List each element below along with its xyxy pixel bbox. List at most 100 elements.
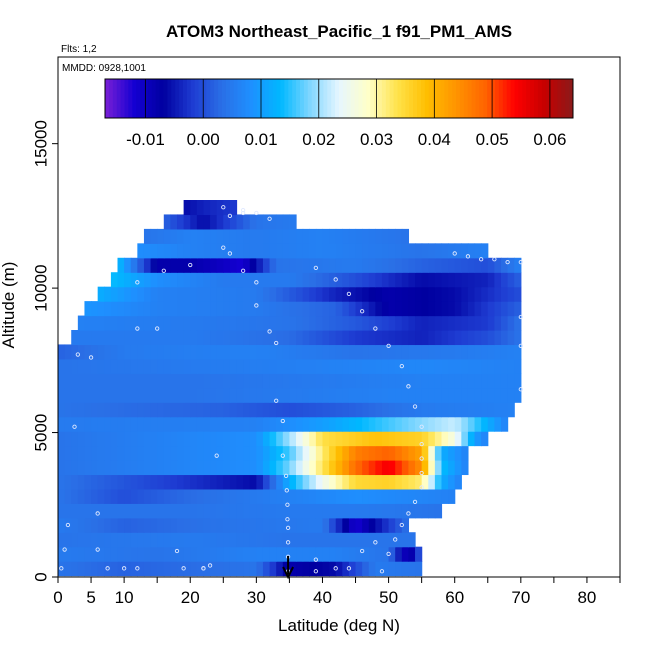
heatmap-cell [315, 503, 324, 519]
heatmap-cell [276, 214, 284, 230]
heatmap-cell [150, 344, 158, 360]
heatmap-cell [216, 358, 224, 374]
heatmap-cell [500, 315, 509, 331]
heatmap-cell [58, 517, 66, 533]
heatmap-cell [210, 431, 218, 447]
heatmap-cell [58, 503, 66, 519]
heatmap-cell [170, 488, 178, 504]
heatmap-cell [362, 243, 370, 259]
heatmap-cell [84, 445, 92, 461]
heatmap-cell [91, 431, 99, 447]
heatmap-cell [388, 416, 396, 432]
heatmap-cell [163, 503, 171, 519]
heatmap-cell [434, 488, 443, 504]
heatmap-cell [329, 272, 337, 288]
heatmap-cell [276, 243, 284, 259]
altitude-band [58, 474, 462, 490]
track-point [452, 251, 457, 256]
heatmap-cell [269, 243, 277, 259]
heatmap-cell [203, 503, 211, 519]
heatmap-cell [170, 315, 178, 331]
heatmap-cell [256, 214, 264, 230]
heatmap-cell [210, 315, 218, 331]
heatmap-cell [91, 474, 99, 490]
heatmap-cell [388, 517, 396, 533]
heatmap-cell [487, 387, 495, 403]
colorbar-segment [288, 79, 293, 118]
heatmap-cell [375, 257, 383, 273]
heatmap-cell [454, 257, 462, 273]
colorbar-tick-label: 0.00 [187, 130, 220, 149]
heatmap-cell [262, 243, 271, 259]
heatmap-cell [216, 416, 224, 432]
x-axis: 0 5 10 20 30 40 50 60 70 80 [53, 577, 621, 607]
heatmap-cell [104, 416, 112, 432]
heatmap-cell [223, 200, 231, 216]
heatmap-cell [77, 561, 86, 577]
heatmap-cell [97, 431, 105, 447]
colorbar-segment [448, 79, 453, 118]
heatmap-cell [249, 561, 257, 577]
heatmap-cell [203, 200, 211, 216]
heatmap-cell [91, 402, 99, 418]
altitude-band [58, 561, 423, 577]
heatmap-cell [163, 402, 171, 418]
heatmap-cell [388, 243, 396, 259]
heatmap-cell [395, 445, 403, 461]
heatmap-cell [355, 272, 363, 288]
heatmap-cell [329, 330, 337, 346]
colorbar-segment [167, 79, 172, 118]
heatmap-cell [296, 503, 304, 519]
heatmap-cell [143, 431, 152, 447]
heatmap-cell [64, 373, 72, 389]
heatmap-cell [229, 445, 238, 461]
heatmap-cell [91, 503, 99, 519]
heatmap-cell [183, 402, 191, 418]
heatmap-cell [256, 561, 264, 577]
heatmap-cell [269, 373, 277, 389]
heatmap-cell [461, 445, 469, 461]
heatmap-cell [71, 445, 79, 461]
heatmap-cell [262, 315, 271, 331]
heatmap-cell [130, 460, 138, 476]
heatmap-cell [309, 488, 317, 504]
heatmap-cell [157, 330, 165, 346]
heatmap-cell [143, 546, 152, 562]
colorbar-segment [319, 79, 324, 118]
heatmap-cell [408, 416, 416, 432]
heatmap-cell [388, 330, 396, 346]
heatmap-cell [355, 460, 363, 476]
heatmap-cell [434, 301, 443, 317]
colorbar-segment [522, 79, 527, 118]
heatmap-cell [408, 330, 416, 346]
colorbar: -0.01 0.00 0.01 0.02 0.03 0.04 0.05 0.06 [104, 78, 574, 149]
heatmap-cell [401, 330, 410, 346]
heatmap-cell [77, 532, 86, 548]
heatmap-cell [309, 546, 317, 562]
heatmap-cell [77, 517, 86, 533]
heatmap-cell [91, 330, 99, 346]
heatmap-cell [282, 546, 291, 562]
heatmap-cell [104, 488, 112, 504]
heatmap-cell [276, 517, 284, 533]
heatmap-cell [157, 272, 165, 288]
colorbar-segment [495, 79, 500, 118]
heatmap-cell [276, 330, 284, 346]
heatmap-cell [110, 358, 119, 374]
colorbar-segment [467, 79, 473, 118]
heatmap-cell [77, 373, 86, 389]
heatmap-cell [130, 358, 138, 374]
heatmap-cell [210, 214, 218, 230]
heatmap-cell [157, 286, 165, 302]
heatmap-cell [375, 503, 383, 519]
heatmap-cell [448, 315, 456, 331]
heatmap-cell [223, 373, 231, 389]
heatmap-cell [71, 402, 79, 418]
heatmap-cell [157, 474, 165, 490]
heatmap-cell [143, 517, 152, 533]
colorbar-segment [436, 79, 441, 118]
heatmap-cell [210, 330, 218, 346]
colorbar-segment [105, 79, 110, 118]
heatmap-cell [434, 445, 443, 461]
heatmap-cell [262, 330, 271, 346]
